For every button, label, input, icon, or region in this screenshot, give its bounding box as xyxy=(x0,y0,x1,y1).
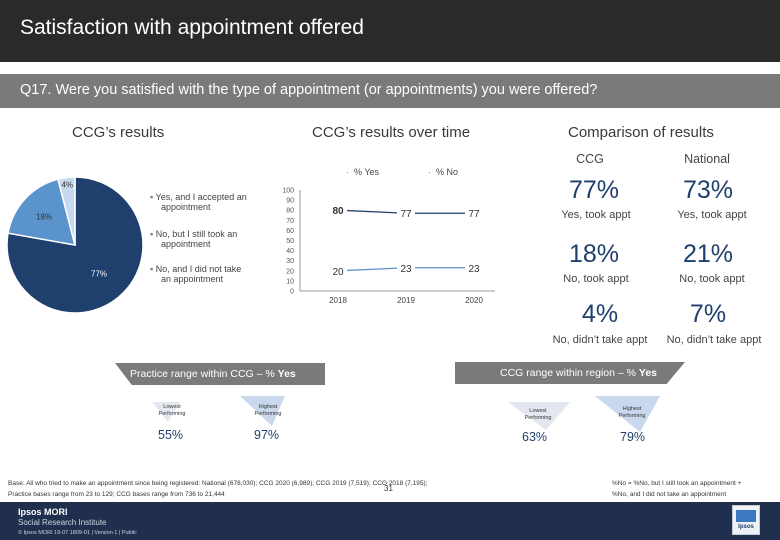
national-no-took-caption: No, took appt xyxy=(679,273,745,285)
data-label: 23 xyxy=(400,264,412,275)
y-tick-label: 20 xyxy=(286,268,294,275)
national-no-didnt-take-caption: No, didn’t take appt xyxy=(666,334,762,346)
legend-yes: · % Yes xyxy=(346,167,380,177)
bullet-icon: · xyxy=(346,167,354,177)
practice-range-graphic xyxy=(152,396,285,426)
data-label: 77 xyxy=(468,209,480,220)
pie-legend-item-2: ▪ No, but I still took an appointment xyxy=(150,229,237,249)
pie-slice xyxy=(7,178,77,246)
ccg-highest-value: 79% xyxy=(620,430,646,444)
legend-label-no-took: ▪ No, but I still took an xyxy=(150,229,238,239)
brand-name: Ipsos MORI xyxy=(18,507,68,517)
data-label: 23 xyxy=(468,264,480,275)
ccg-range-graphic xyxy=(508,396,660,432)
bullet-icon: ▪ xyxy=(150,192,156,202)
ccg-no-didnt-take-value: 4% xyxy=(581,300,619,328)
ccg-lowest-value: 63% xyxy=(522,430,548,444)
logo-text: Ipsos xyxy=(738,524,754,530)
highest-marker-icon xyxy=(595,396,660,432)
y-tick-label: 40 xyxy=(286,248,294,255)
data-label-bg xyxy=(329,203,347,217)
practice-range-header-bar xyxy=(115,363,325,385)
ccg-no-didnt-take-caption: No, didn’t take appt xyxy=(552,334,648,346)
y-tick-label: 70 xyxy=(286,218,294,225)
legend-label-no-not-take-2: an appointment xyxy=(161,274,224,284)
page-number: 31 xyxy=(384,484,393,493)
pie-chart: 77% 18% 4% xyxy=(6,176,144,314)
data-label: 20 xyxy=(332,267,344,278)
y-tick-label: 100 xyxy=(282,188,294,195)
y-tick-label: 80 xyxy=(286,208,294,215)
brand-subtitle: Social Research Institute xyxy=(18,518,107,527)
ccg-no-took-value: 18% xyxy=(568,240,620,268)
ipsos-logo-icon: Ipsos xyxy=(732,505,760,535)
national-no-took-value: 21% xyxy=(682,240,734,268)
col-ccg-header: CCG xyxy=(576,152,604,166)
comparison-heading: Comparison of results xyxy=(568,124,714,141)
data-label-bg xyxy=(465,260,483,274)
base-note: Base: All who tried to make an appointme… xyxy=(8,480,428,498)
y-tick-label: 90 xyxy=(286,198,294,205)
data-label-bg xyxy=(329,263,347,277)
highest-marker-icon xyxy=(240,396,285,426)
ccg-lowest-tag: Lowest Performing xyxy=(524,408,552,421)
national-yes-took-caption: Yes, took appt xyxy=(677,209,747,221)
title-bar xyxy=(0,0,780,62)
pie-slice xyxy=(57,176,76,246)
col-national-header: National xyxy=(684,152,730,166)
ccg-range-title: CCG range within region – % Yes xyxy=(500,367,658,379)
question-bar xyxy=(0,74,780,108)
pie-slice-label: 77% xyxy=(91,270,107,279)
y-tick-label: 30 xyxy=(286,258,294,265)
x-tick-label: 2018 xyxy=(329,296,347,305)
pie-legend-item-1: ▪ Yes, and I accepted an appointment xyxy=(150,192,247,212)
ccg-yes-took-caption: Yes, took appt xyxy=(561,209,631,221)
data-label-bg xyxy=(465,206,483,220)
x-tick-label: 2019 xyxy=(397,296,415,305)
legend-label-yes-accepted-2: appointment xyxy=(161,202,211,212)
lowest-marker-icon xyxy=(508,402,570,430)
footer-bar xyxy=(0,502,780,540)
national-yes-took-value: 73% xyxy=(682,176,734,204)
ccg-range-header-bar xyxy=(455,362,685,384)
y-tick-label: 10 xyxy=(286,278,294,285)
pie-slice-label: 18% xyxy=(36,212,52,221)
legend-no: · % No xyxy=(428,167,459,177)
bullet-icon: ▪ xyxy=(150,229,156,239)
y-tick-label: 60 xyxy=(286,228,294,235)
copyright-text: © Ipsos MORI 19-07 1809-01 | Version 1 |… xyxy=(18,530,137,536)
pie-slice xyxy=(6,176,144,314)
data-label: 77 xyxy=(400,209,412,220)
practice-lowest-value: 55% xyxy=(158,428,184,442)
definition-note: %No = %No, but I still took an appointme… xyxy=(612,480,742,498)
bullet-icon: · xyxy=(428,167,436,177)
practice-range-title: Practice range within CCG – % Yes xyxy=(130,368,296,380)
data-label-bg xyxy=(397,260,415,274)
x-tick-label: 2020 xyxy=(465,296,483,305)
data-label: 80 xyxy=(332,206,344,217)
data-label-bg xyxy=(397,206,415,220)
lowest-marker-icon xyxy=(152,402,180,422)
page-title: Satisfaction with appointment offered xyxy=(20,16,364,39)
national-no-didnt-take-value: 7% xyxy=(689,300,727,328)
practice-highest-tag: Highest Performing xyxy=(254,404,282,417)
ccg-highest-tag: Highest Performing xyxy=(618,406,646,419)
over-time-heading: CCG’s results over time xyxy=(312,124,471,141)
ccg-yes-took-value: 77% xyxy=(568,176,620,204)
legend-label-yes-accepted: ▪ Yes, and I accepted an xyxy=(150,192,247,202)
practice-lowest-tag: Lowest Performing xyxy=(158,404,186,417)
legend-label-no-took-2: appointment xyxy=(161,239,211,249)
question-text: Q17. Were you satisfied with the type of… xyxy=(20,82,598,98)
y-tick-label: 50 xyxy=(286,238,294,245)
legend-label-no-not-take: ▪ No, and I did not take xyxy=(150,264,242,274)
ccg-no-took-caption: No, took appt xyxy=(563,273,629,285)
y-tick-label: 0 xyxy=(290,289,294,296)
practice-highest-value: 97% xyxy=(254,428,280,442)
pie-legend-item-3: ▪ No, and I did not take an appointment xyxy=(150,264,241,284)
pie-slice-label: 4% xyxy=(61,180,73,189)
bullet-icon: ▪ xyxy=(150,264,156,274)
ccg-results-heading: CCG’s results xyxy=(72,124,165,141)
line-chart: 0 10 20 30 40 50 60 70 80 90 100 2018 2019 2020 80 77… xyxy=(282,188,495,305)
